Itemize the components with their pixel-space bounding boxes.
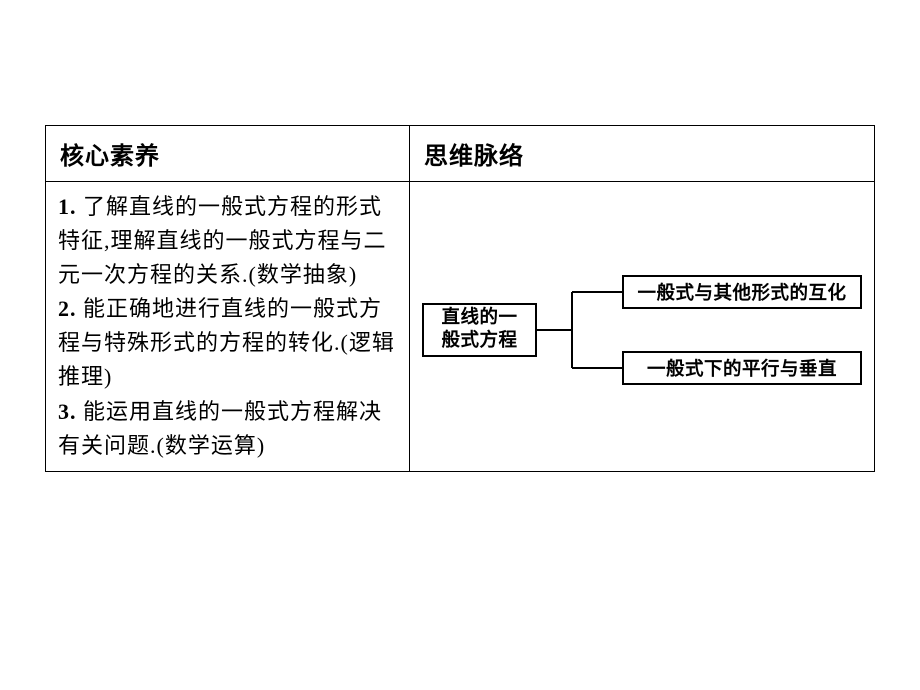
tree-diagram: 直线的一 般式方程 一般式与其他形式的互化 一般式下的平行与垂直 bbox=[422, 275, 862, 385]
item-cat-1: (数学抽象) bbox=[249, 262, 358, 287]
child-node-1: 一般式与其他形式的互化 bbox=[622, 275, 862, 309]
root-node: 直线的一 般式方程 bbox=[422, 303, 537, 357]
item-2: 2. 能正确地进行直线的一般式方程与特殊形式的方程的转化.(逻辑推理) bbox=[58, 292, 397, 394]
item-num-3: 3. bbox=[58, 399, 77, 424]
item-cat-3: (数学运算) bbox=[157, 433, 266, 458]
item-num-1: 1. bbox=[58, 194, 77, 219]
header-row: 核心素养 思维脉络 bbox=[46, 126, 875, 182]
item-text-2: 能正确地进行直线的一般式方程与特殊形式的方程的转化. bbox=[58, 296, 382, 355]
child-node-2: 一般式下的平行与垂直 bbox=[622, 351, 862, 385]
item-1: 1. 了解直线的一般式方程的形式特征,理解直线的一般式方程与二元一次方程的关系.… bbox=[58, 190, 397, 292]
right-cell: 直线的一 般式方程 一般式与其他形式的互化 一般式下的平行与垂直 bbox=[410, 182, 875, 472]
content-row: 1. 了解直线的一般式方程的形式特征,理解直线的一般式方程与二元一次方程的关系.… bbox=[46, 182, 875, 472]
item-3: 3. 能运用直线的一般式方程解决有关问题.(数学运算) bbox=[58, 395, 397, 463]
content-table: 核心素养 思维脉络 1. 了解直线的一般式方程的形式特征,理解直线的一般式方程与… bbox=[45, 125, 875, 472]
root-line1: 直线的一 bbox=[441, 307, 517, 330]
header-left: 核心素养 bbox=[46, 126, 410, 182]
item-num-2: 2. bbox=[58, 296, 77, 321]
connector-path bbox=[537, 292, 622, 368]
header-right: 思维脉络 bbox=[410, 126, 875, 182]
connector-lines bbox=[537, 275, 622, 385]
root-line2: 般式方程 bbox=[441, 330, 517, 353]
left-cell: 1. 了解直线的一般式方程的形式特征,理解直线的一般式方程与二元一次方程的关系.… bbox=[46, 182, 410, 472]
